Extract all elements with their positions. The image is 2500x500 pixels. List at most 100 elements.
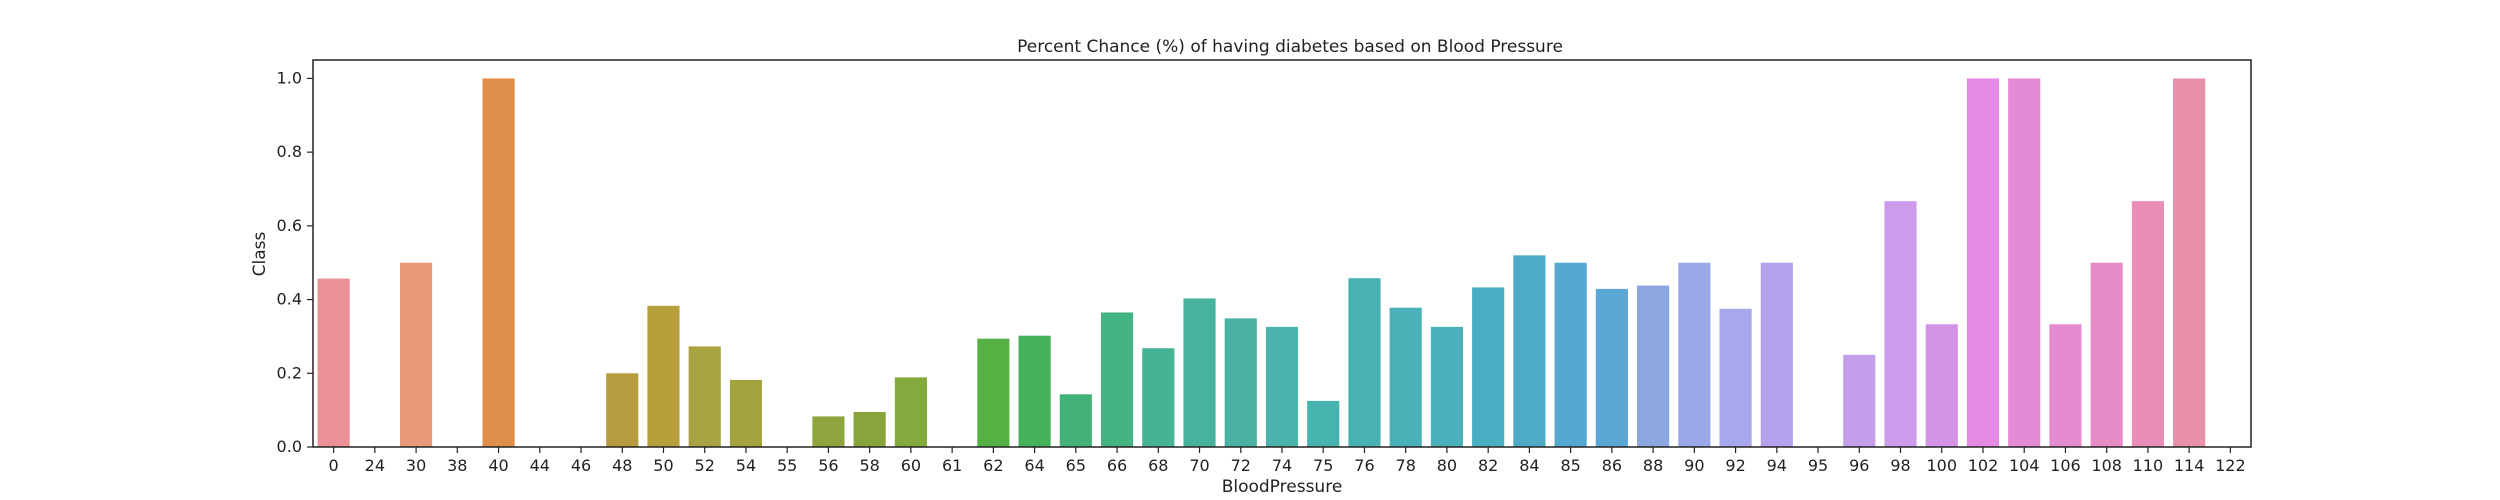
bar-68 xyxy=(1142,348,1175,447)
bar-102 xyxy=(1966,78,2000,447)
x-tick-label: 78 xyxy=(1396,456,1416,475)
bar-54 xyxy=(729,379,763,447)
plot-frame xyxy=(312,59,2252,448)
x-tick-label: 102 xyxy=(1968,456,1999,475)
x-tick-label: 106 xyxy=(2050,456,2081,475)
x-tick-label: 55 xyxy=(777,456,797,475)
bar-88 xyxy=(1637,285,1670,447)
bar-60 xyxy=(894,377,927,447)
x-tick-label: 88 xyxy=(1643,456,1663,475)
x-tick-label: 56 xyxy=(818,456,838,475)
x-tick-label: 76 xyxy=(1354,456,1374,475)
bar-66 xyxy=(1100,312,1134,447)
x-tick-label: 65 xyxy=(1066,456,1086,475)
x-tick-label: 0 xyxy=(329,456,339,475)
bar-65 xyxy=(1059,394,1092,447)
x-tick-label: 52 xyxy=(695,456,715,475)
x-tick-label: 86 xyxy=(1602,456,1622,475)
bar-76 xyxy=(1348,278,1381,447)
x-tick-label: 70 xyxy=(1189,456,1209,475)
bar-92 xyxy=(1719,308,1752,447)
y-axis-label: Class xyxy=(250,231,270,276)
x-tick-label: 108 xyxy=(2091,456,2122,475)
x-tick-label: 74 xyxy=(1272,456,1292,475)
x-tick-label: 94 xyxy=(1767,456,1787,475)
x-tick-label: 60 xyxy=(901,456,921,475)
x-tick-label: 61 xyxy=(942,456,962,475)
bar-85 xyxy=(1554,262,1587,447)
x-tick-label: 66 xyxy=(1107,456,1127,475)
x-tick-label: 44 xyxy=(530,456,550,475)
bar-50 xyxy=(647,305,680,447)
x-tick-label: 92 xyxy=(1725,456,1745,475)
bar-52 xyxy=(688,346,721,447)
bar-64 xyxy=(1018,335,1051,447)
x-tick-label: 82 xyxy=(1478,456,1498,475)
y-tick-label: 0.6 xyxy=(277,216,302,235)
bar-40 xyxy=(482,78,515,447)
bar-70 xyxy=(1183,298,1216,447)
bar-90 xyxy=(1678,262,1711,447)
x-tick-label: 84 xyxy=(1519,456,1539,475)
x-tick-label: 98 xyxy=(1890,456,1910,475)
x-tick-label: 110 xyxy=(2133,456,2164,475)
x-tick-label: 114 xyxy=(2174,456,2205,475)
x-tick-label: 68 xyxy=(1148,456,1168,475)
bar-56 xyxy=(812,416,845,447)
bar-82 xyxy=(1472,287,1505,447)
x-tick-label: 95 xyxy=(1808,456,1828,475)
x-tick-label: 46 xyxy=(571,456,591,475)
x-tick-label: 85 xyxy=(1560,456,1580,475)
bar-100 xyxy=(1925,324,1958,447)
bar-48 xyxy=(606,373,639,447)
x-tick-label: 104 xyxy=(2009,456,2040,475)
y-tick-label: 0.0 xyxy=(277,437,302,456)
y-tick-label: 0.2 xyxy=(277,363,302,382)
bar-110 xyxy=(2131,201,2164,447)
x-tick-label: 62 xyxy=(983,456,1003,475)
x-tick-label: 80 xyxy=(1437,456,1457,475)
y-tick-label: 1.0 xyxy=(277,68,302,87)
x-tick-label: 50 xyxy=(653,456,673,475)
bar-30 xyxy=(400,262,433,447)
bar-74 xyxy=(1265,326,1299,447)
bar-86 xyxy=(1595,288,1628,447)
x-tick-label: 64 xyxy=(1024,456,1044,475)
y-axis: 0.0 0.2 0.4 0.6 0.8 1.0 xyxy=(277,68,313,456)
bars-group xyxy=(317,78,2206,447)
x-tick-label: 30 xyxy=(406,456,426,475)
bar-62 xyxy=(977,338,1010,447)
x-tick-label: 122 xyxy=(2215,456,2246,475)
x-tick-label: 100 xyxy=(1926,456,1957,475)
bar-114 xyxy=(2173,78,2206,447)
bar-58 xyxy=(853,411,886,447)
bar-104 xyxy=(2008,78,2041,447)
x-tick-label: 48 xyxy=(612,456,632,475)
bar-96 xyxy=(1843,354,1876,447)
bar-98 xyxy=(1884,201,1917,447)
bar-72 xyxy=(1224,318,1257,447)
x-axis-label: BloodPressure xyxy=(1222,477,1343,497)
bar-0 xyxy=(317,278,350,447)
bar-94 xyxy=(1760,262,1793,447)
bar-75 xyxy=(1307,400,1340,447)
bar-84 xyxy=(1513,255,1546,447)
bar-78 xyxy=(1389,307,1422,447)
x-tick-label: 75 xyxy=(1313,456,1333,475)
y-tick-label: 0.4 xyxy=(277,290,302,309)
chart-title: Percent Chance (%) of having diabetes ba… xyxy=(1017,37,1563,57)
x-tick-label: 40 xyxy=(488,456,508,475)
x-tick-label: 54 xyxy=(736,456,756,475)
x-tick-label: 38 xyxy=(447,456,467,475)
bar-106 xyxy=(2049,324,2082,447)
x-tick-label: 72 xyxy=(1231,456,1251,475)
x-axis: 0 24 30 38 40 44 46 48 50 52 54 55 56 58 60 61 62 64 65 66 6… xyxy=(329,447,2246,475)
bar-108 xyxy=(2090,262,2123,447)
x-tick-label: 58 xyxy=(859,456,879,475)
x-tick-label: 90 xyxy=(1684,456,1704,475)
bar-80 xyxy=(1430,326,1464,447)
x-tick-label: 96 xyxy=(1849,456,1869,475)
x-tick-label: 24 xyxy=(365,456,385,475)
y-tick-label: 0.8 xyxy=(277,142,302,161)
